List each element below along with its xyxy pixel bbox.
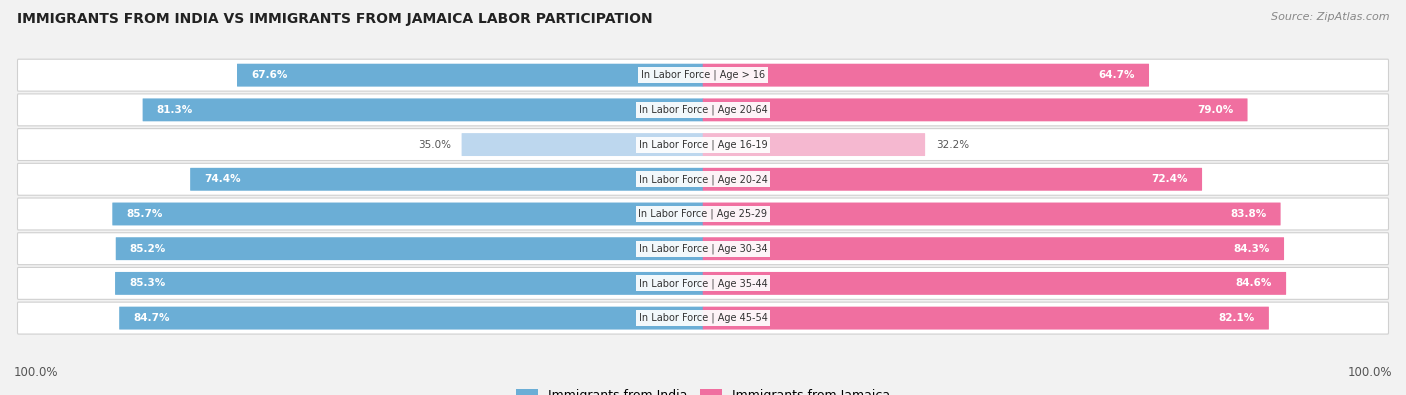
Text: 72.4%: 72.4%	[1152, 174, 1188, 184]
Text: 100.0%: 100.0%	[14, 366, 59, 379]
Text: 100.0%: 100.0%	[1347, 366, 1392, 379]
FancyBboxPatch shape	[17, 94, 1389, 126]
Text: 32.2%: 32.2%	[936, 139, 969, 150]
FancyBboxPatch shape	[238, 64, 703, 87]
Text: 82.1%: 82.1%	[1219, 313, 1254, 323]
FancyBboxPatch shape	[703, 98, 1247, 121]
Text: 84.6%: 84.6%	[1236, 278, 1272, 288]
FancyBboxPatch shape	[703, 203, 1281, 226]
Text: 83.8%: 83.8%	[1230, 209, 1267, 219]
Text: 67.6%: 67.6%	[252, 70, 287, 80]
FancyBboxPatch shape	[17, 267, 1389, 299]
FancyBboxPatch shape	[17, 198, 1389, 230]
FancyBboxPatch shape	[17, 59, 1389, 91]
Text: IMMIGRANTS FROM INDIA VS IMMIGRANTS FROM JAMAICA LABOR PARTICIPATION: IMMIGRANTS FROM INDIA VS IMMIGRANTS FROM…	[17, 12, 652, 26]
FancyBboxPatch shape	[703, 168, 1202, 191]
FancyBboxPatch shape	[703, 64, 1149, 87]
Text: 81.3%: 81.3%	[156, 105, 193, 115]
Text: In Labor Force | Age 30-34: In Labor Force | Age 30-34	[638, 243, 768, 254]
FancyBboxPatch shape	[112, 203, 703, 226]
FancyBboxPatch shape	[17, 163, 1389, 195]
FancyBboxPatch shape	[461, 133, 703, 156]
Text: Source: ZipAtlas.com: Source: ZipAtlas.com	[1271, 12, 1389, 22]
Text: 85.3%: 85.3%	[129, 278, 166, 288]
Legend: Immigrants from India, Immigrants from Jamaica: Immigrants from India, Immigrants from J…	[510, 384, 896, 395]
FancyBboxPatch shape	[703, 133, 925, 156]
Text: 35.0%: 35.0%	[418, 139, 451, 150]
Text: In Labor Force | Age 45-54: In Labor Force | Age 45-54	[638, 313, 768, 324]
Text: 84.3%: 84.3%	[1233, 244, 1270, 254]
Text: In Labor Force | Age 20-24: In Labor Force | Age 20-24	[638, 174, 768, 184]
Text: 79.0%: 79.0%	[1198, 105, 1233, 115]
FancyBboxPatch shape	[120, 307, 703, 329]
FancyBboxPatch shape	[115, 237, 703, 260]
FancyBboxPatch shape	[190, 168, 703, 191]
Text: In Labor Force | Age > 16: In Labor Force | Age > 16	[641, 70, 765, 81]
Text: In Labor Force | Age 25-29: In Labor Force | Age 25-29	[638, 209, 768, 219]
FancyBboxPatch shape	[703, 272, 1286, 295]
Text: 64.7%: 64.7%	[1098, 70, 1135, 80]
FancyBboxPatch shape	[142, 98, 703, 121]
Text: In Labor Force | Age 35-44: In Labor Force | Age 35-44	[638, 278, 768, 289]
FancyBboxPatch shape	[703, 307, 1268, 329]
FancyBboxPatch shape	[17, 233, 1389, 265]
Text: 85.7%: 85.7%	[127, 209, 163, 219]
FancyBboxPatch shape	[703, 237, 1284, 260]
Text: In Labor Force | Age 16-19: In Labor Force | Age 16-19	[638, 139, 768, 150]
Text: 85.2%: 85.2%	[129, 244, 166, 254]
FancyBboxPatch shape	[17, 129, 1389, 160]
Text: In Labor Force | Age 20-64: In Labor Force | Age 20-64	[638, 105, 768, 115]
FancyBboxPatch shape	[115, 272, 703, 295]
FancyBboxPatch shape	[17, 302, 1389, 334]
Text: 84.7%: 84.7%	[134, 313, 170, 323]
Text: 74.4%: 74.4%	[204, 174, 240, 184]
